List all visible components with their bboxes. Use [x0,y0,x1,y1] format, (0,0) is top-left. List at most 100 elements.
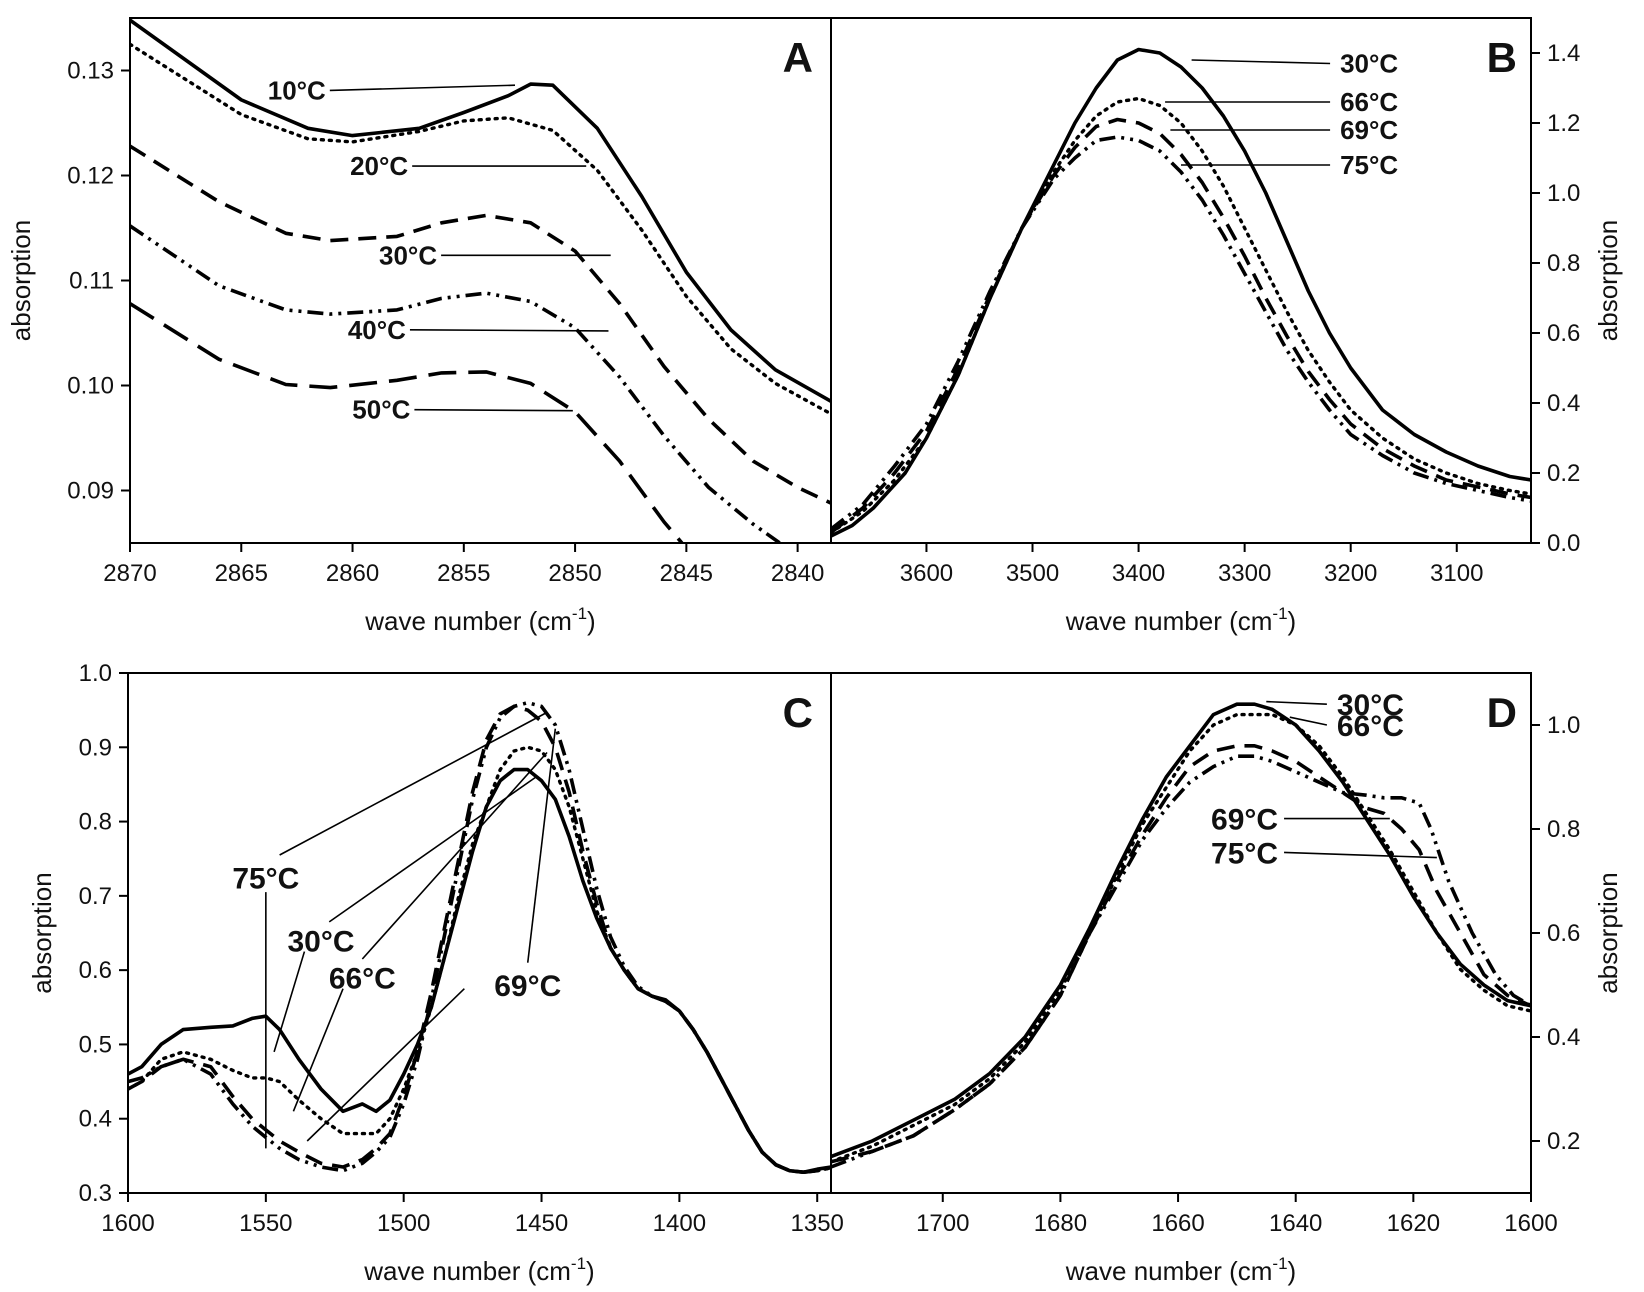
annotation-label-a-30-c: 30°C [379,240,437,270]
x-tick-label-a: 2850 [548,560,601,587]
x-tick-label-a: 2865 [215,560,268,587]
y-tick-label-d: 1.0 [1547,712,1580,739]
x-tick-label-d: 1620 [1387,1210,1440,1237]
series-line-a-20-c [130,42,831,416]
y-tick-label-b: 0.6 [1547,320,1580,347]
x-axis-title-text: wave number (cm [1065,1256,1273,1286]
annotation-label-b-69-c: 69°C [1340,115,1398,145]
x-axis-title-a: wave number (cm-1) [364,604,595,636]
x-axis-title-close: ) [1288,1256,1297,1286]
y-tick-label-a: 0.13 [67,58,114,85]
x-tick-label-b: 3100 [1430,560,1483,587]
series-line-b-75-c [831,135,1531,531]
y-axis-title-a: absorption [6,220,36,341]
x-tick-label-b: 3300 [1218,560,1271,587]
y-tick-label-d: 0.8 [1547,816,1580,843]
x-axis-title-b: wave number (cm-1) [1065,604,1296,636]
annotation-leader-d-66-c [1289,716,1328,726]
annotation-label-c-66-c: 66°C [329,963,396,996]
x-tick-label-a: 2840 [771,560,824,587]
series-line-b-66-c [831,96,1531,535]
series-line-a-10-c [130,18,831,403]
x-tick-label-a: 2860 [326,560,379,587]
x-tick-label-c: 1550 [239,1210,292,1237]
x-tick-label-a: 2855 [437,560,490,587]
annotation-leader-b-30-c [1191,59,1331,65]
series-line-a-40-c [130,224,781,543]
annotation-leader-a-40-c [409,329,609,332]
annotation-leader-a-10-c [329,84,516,92]
y-tick-label-a: 0.09 [67,478,114,505]
y-tick-label-b: 0.8 [1547,250,1580,277]
panel-letter-d: D [1487,689,1517,736]
x-axis-title-d: wave number (cm-1) [1065,1254,1296,1286]
y-tick-label-c: 0.7 [79,883,112,910]
annotation-label-c-30-c: 30°C [287,925,354,958]
y-tick-label-c: 0.9 [79,734,112,761]
annotation-label-a-10-c: 10°C [268,75,326,105]
y-tick-label-d: 0.4 [1547,1024,1580,1051]
annotation-label-b-30-c: 30°C [1340,49,1398,79]
annotation-label-d-30-c: 30°C [1337,689,1404,722]
x-tick-label-c: 1450 [515,1210,568,1237]
annotation-label-c-75-c: 75°C [232,862,299,895]
panel-c: 1600 1550 1500 1450 1400 1350 0.3 0.4 0.5 0.6 0.7 0… [27,660,844,1286]
y-axis-title-c: absorption [27,872,57,993]
panel-b: 3600 3500 3400 3300 3200 3100 0.0 0.2 0.4 0.6 0.8 1… [830,17,1623,636]
series-line-a-30-c [130,144,831,505]
y-axis-title-b: absorption [1593,220,1623,341]
panel-letter-b: B [1487,34,1517,81]
x-tick-label-d: 1600 [1504,1210,1557,1237]
series-group-d [831,702,1531,1169]
x-tick-label-a: 2845 [660,560,713,587]
x-tick-label-c: 1500 [377,1210,430,1237]
x-tick-label-b: 3500 [1006,560,1059,587]
annotation-label-d-69-c: 69°C [1211,804,1278,837]
y-tick-label-b: 0.4 [1547,390,1580,417]
annotation-leader-c-30-c [328,776,537,923]
x-axis-title-text: wave number (cm [1065,606,1273,636]
annotation-label-b-66-c: 66°C [1340,87,1398,117]
x-tick-label-b: 3400 [1112,560,1165,587]
y-tick-label-c: 0.8 [79,809,112,836]
x-tick-label-c: 1350 [791,1210,844,1237]
series-line-a-50-c [130,302,684,543]
series-line-d-66-c [831,712,1531,1164]
plot-frame-c [127,672,832,1194]
series-group-a [130,18,831,543]
x-tick-label-d: 1700 [916,1210,969,1237]
y-tick-label-c: 0.6 [79,957,112,984]
annotation-leader-c-30-c [273,951,306,1053]
annotation-leader-c-75-c [279,711,548,856]
series-line-d-69-c [831,743,1531,1164]
annotation-leader-c-66-c [361,751,548,960]
annotation-leader-c-66-c [292,988,344,1112]
y-tick-label-c: 0.5 [79,1031,112,1058]
x-axis-title-close: ) [1288,606,1297,636]
y-tick-label-b: 1.4 [1547,40,1580,67]
panel-a: 2870 2865 2860 2855 2850 2845 2840 0.09 0.10 0.11… [6,17,832,636]
annotation-label-a-20-c: 20°C [350,151,408,181]
y-tick-label-a: 0.10 [67,373,114,400]
x-tick-label-c: 1600 [101,1210,154,1237]
x-tick-label-c: 1400 [653,1210,706,1237]
panel-letter-c: C [783,689,813,736]
x-tick-label-b: 3600 [900,560,953,587]
y-tick-label-a: 0.12 [67,163,114,190]
series-line-d-75-c [831,754,1531,1169]
y-tick-label-c: 0.3 [79,1180,112,1207]
x-axis-title-close: ) [586,1256,595,1286]
series-line-c-66-c [128,745,831,1174]
y-tick-label-b: 0.0 [1547,530,1580,557]
x-tick-label-a: 2870 [103,560,156,587]
x-axis-title-close: ) [587,606,596,636]
x-tick-label-d: 1680 [1034,1210,1087,1237]
annotation-leader-c-69-c [306,988,465,1142]
x-axis-title-superscript: -1 [571,1254,586,1273]
x-axis-title-c: wave number (cm-1) [363,1254,594,1286]
panel-d: 1700 1680 1660 1640 1620 1600 0.2 0.4 0.6 0.8 1.0 w… [830,672,1623,1286]
y-tick-label-a: 0.11 [69,268,114,295]
x-tick-label-d: 1640 [1269,1210,1322,1237]
y-tick-label-c: 1.0 [79,660,112,687]
